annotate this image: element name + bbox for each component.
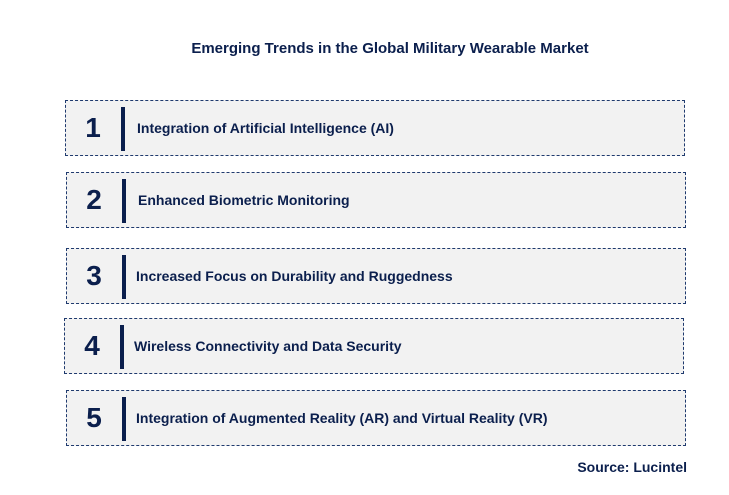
diagram-title: Emerging Trends in the Global Military W… — [191, 40, 589, 57]
trend-box-5: 5 Integration of Augmented Reality (AR) … — [66, 390, 686, 446]
trend-label: Increased Focus on Durability and Rugged… — [136, 268, 453, 284]
trend-box-1: 1 Integration of Artificial Intelligence… — [65, 100, 685, 156]
trend-divider — [122, 397, 126, 441]
trend-divider — [122, 179, 126, 223]
trend-box-2: 2 Enhanced Biometric Monitoring — [66, 172, 686, 228]
trend-number: 2 — [86, 184, 102, 215]
trend-number: 5 — [86, 402, 102, 433]
trend-box-3: 3 Increased Focus on Durability and Rugg… — [66, 248, 686, 304]
trend-number: 4 — [84, 330, 100, 361]
trend-number: 3 — [86, 260, 102, 291]
trend-label: Integration of Artificial Intelligence (… — [137, 120, 394, 136]
trend-divider — [122, 255, 126, 299]
trend-box-4: 4 Wireless Connectivity and Data Securit… — [64, 318, 684, 374]
source-label: Source: Lucintel — [577, 459, 687, 475]
trend-number: 1 — [85, 112, 101, 143]
trend-label: Integration of Augmented Reality (AR) an… — [136, 410, 548, 426]
trend-label: Wireless Connectivity and Data Security — [134, 338, 402, 354]
trend-label: Enhanced Biometric Monitoring — [138, 192, 350, 208]
trend-divider — [120, 325, 124, 369]
trend-divider — [121, 107, 125, 151]
